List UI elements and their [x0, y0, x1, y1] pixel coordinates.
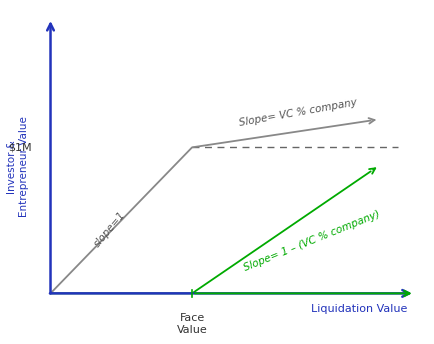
Text: slope=1: slope=1	[92, 209, 127, 249]
Text: Slope= 1 – (VC % company): Slope= 1 – (VC % company)	[242, 209, 381, 273]
Text: Liquidation Value: Liquidation Value	[311, 304, 407, 314]
Text: Face
Value: Face Value	[176, 313, 207, 335]
Y-axis label: Investor &
Entrepreneur Value: Investor & Entrepreneur Value	[7, 117, 29, 217]
Text: Slope= VC % company: Slope= VC % company	[238, 98, 357, 129]
Text: $1M: $1M	[8, 142, 32, 152]
